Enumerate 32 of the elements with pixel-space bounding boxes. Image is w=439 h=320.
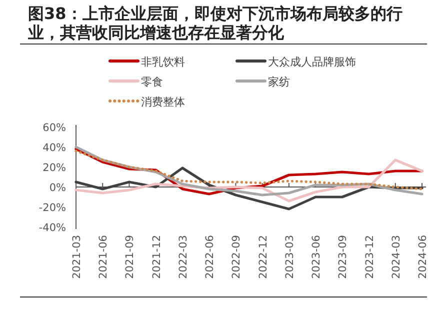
y-tick-label: 20% [42,162,66,174]
x-tick-label: 2023-12 [364,235,376,279]
y-tick-label: -20% [38,202,66,214]
legend-item: 消费整体 [108,96,185,108]
x-tick-label: 2021-03 [71,235,83,279]
legend-label: 家纺 [268,76,290,88]
x-tick-label: 2024-06 [417,234,429,279]
y-tick-label: -40% [38,222,66,234]
legend-label: 大众成人品牌服饰 [268,56,356,68]
legend-item: 大众成人品牌服饰 [236,56,356,68]
legend-label: 消费整体 [141,96,185,108]
x-tick-label: 2021-06 [98,234,110,279]
x-tick-label: 2021-12 [150,235,163,279]
y-tick-label: 0% [49,182,66,194]
x-tick-label: 2023-03 [284,235,296,279]
x-tick-label: 2023-09 [337,235,350,279]
y-tick-label: 60% [42,122,66,134]
legend-item: 非乳饮料 [108,56,185,68]
legend-item: 零食 [108,76,163,88]
x-tick-label: 2023-06 [310,234,323,279]
legend-item: 家纺 [236,76,290,88]
x-tick-label: 2024-03 [390,235,402,279]
x-tick-label: 2022-03 [177,235,190,279]
x-tick-label: 2022-09 [230,235,243,279]
chart-title: 图38：上市企业层面，即使对下沉市场布局较多的行业，其营收同比增速也存在显著分化 [27,4,402,42]
legend-label: 非乳饮料 [141,56,185,68]
y-tick-label: 40% [42,142,66,154]
x-tick-label: 2022-12 [257,235,270,279]
x-tick-label: 2021-09 [124,235,136,279]
x-tick-label: 2022-06 [204,234,216,279]
legend-label: 零食 [141,76,163,88]
line-series [74,158,424,202]
